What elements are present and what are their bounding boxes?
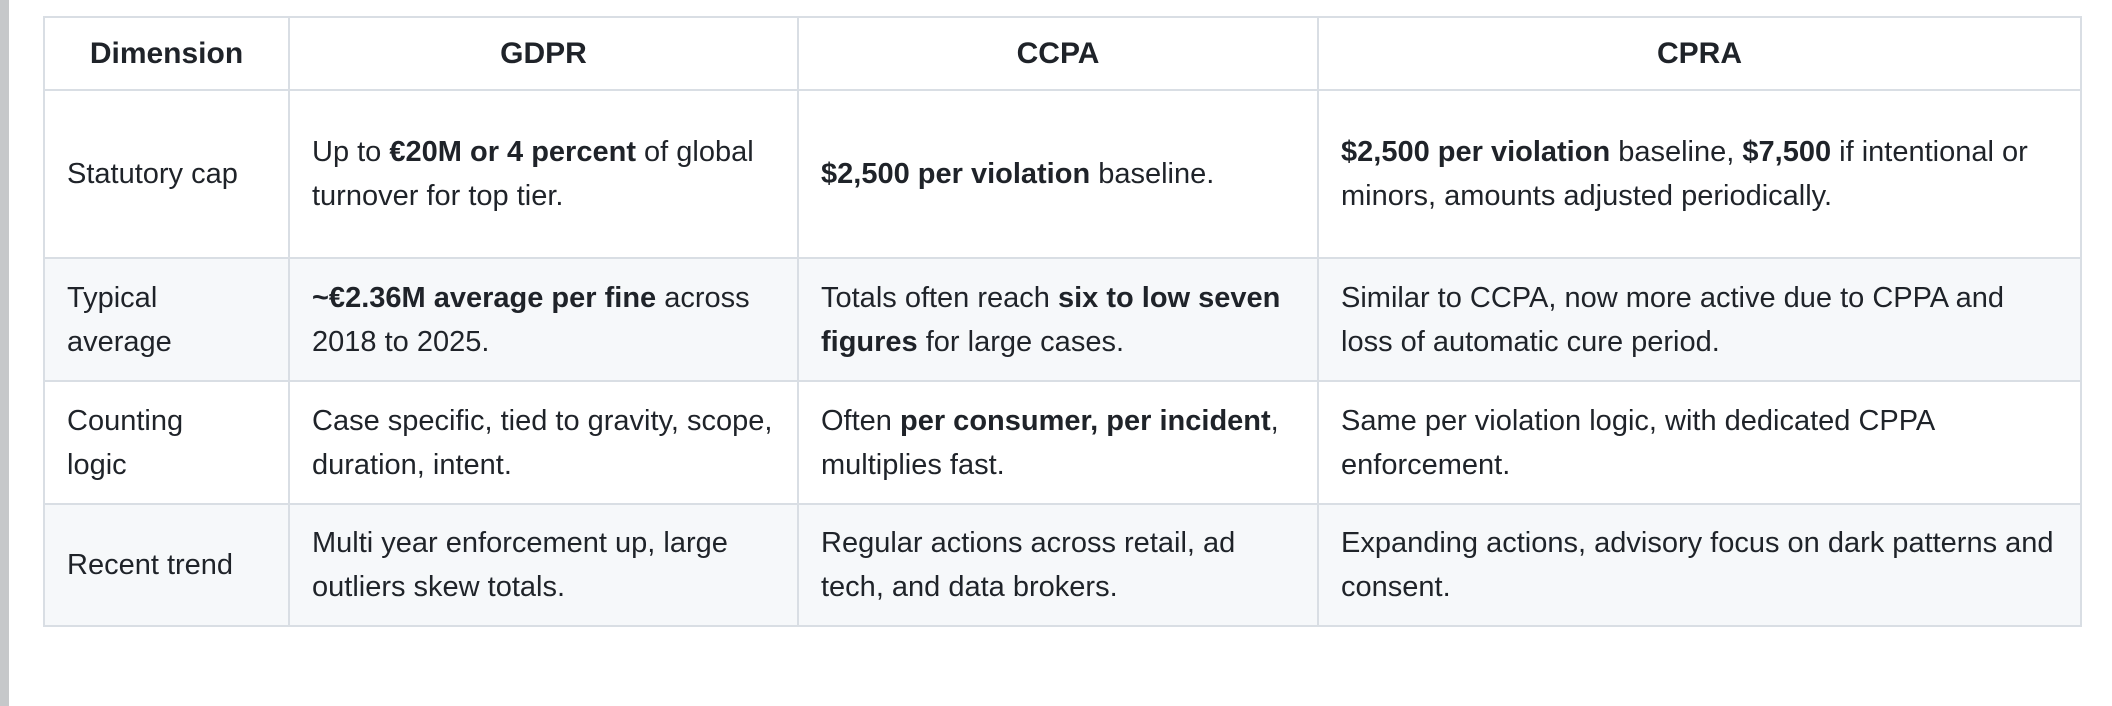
bold-text-span: per consumer, per incident xyxy=(900,404,1271,437)
text-span: Expanding actions, advisory focus on dar… xyxy=(1341,527,2054,603)
table-cell: Up to €20M or 4 percent of global turnov… xyxy=(288,89,799,259)
row-label: Counting logic xyxy=(67,404,184,481)
column-header-gdpr: GDPR xyxy=(288,16,799,91)
row-label: Typical average xyxy=(67,281,172,358)
table-cell: Case specific, tied to gravity, scope, d… xyxy=(288,380,799,505)
text-span: Same per violation logic, with dedicated… xyxy=(1341,404,1934,481)
text-span: Regular actions across retail, ad tech, … xyxy=(821,527,1236,603)
row-label-cell: Typical average xyxy=(43,257,290,382)
row-label-cell: Statutory cap xyxy=(43,89,290,259)
text-span: Similar to CCPA, now more active due to … xyxy=(1341,281,2004,358)
table-cell: ~€2.36M average per fine across 2018 to … xyxy=(288,257,799,382)
table-cell: Often per consumer, per incident, multip… xyxy=(797,380,1319,505)
row-label: Statutory cap xyxy=(67,158,238,190)
text-span: , multiplies fast. xyxy=(821,404,1279,481)
text-span: Up to xyxy=(312,136,390,168)
text-span: Multi year enforcement up, large outlier… xyxy=(312,527,728,603)
table-cell: Regular actions across retail, ad tech, … xyxy=(797,503,1319,627)
bold-text-span: ~€2.36M average per fine xyxy=(312,281,657,314)
text-span: baseline, xyxy=(1610,136,1743,168)
text-span: if intentional or minors, amounts adjust… xyxy=(1341,136,2028,212)
bold-text-span: $2,500 per violation xyxy=(1341,136,1611,168)
row-label-cell: Counting logic xyxy=(43,380,290,505)
text-span: Often xyxy=(821,404,900,437)
table-row: Counting logic Case specific, tied to gra… xyxy=(43,380,2082,505)
text-span: of global turnover for top tier. xyxy=(312,136,754,212)
text-span: baseline. xyxy=(1090,158,1215,190)
table-row: Statutory cap Up to €20M or 4 percent of … xyxy=(43,89,2082,259)
table-cell: Expanding actions, advisory focus on dar… xyxy=(1317,503,2082,627)
row-label-cell: Recent trend xyxy=(43,503,290,627)
table-cell: Same per violation logic, with dedicated… xyxy=(1317,380,2082,505)
table-cell: $2,500 per violation baseline, $7,500 if… xyxy=(1317,89,2082,259)
bold-text-span: $2,500 per violation xyxy=(821,158,1091,190)
table-row: Recent trend Multi year enforcement up, l… xyxy=(43,503,2082,627)
bold-text-span: €20M or 4 percent xyxy=(389,136,636,168)
row-label: Recent trend xyxy=(67,549,234,581)
comparison-table-wrapper: Dimension GDPR CCPA CPRA Statutory cap Up… xyxy=(43,16,2082,627)
table-row: Typical average ~€2.36M average per fine … xyxy=(43,257,2082,382)
table-cell: $2,500 per violation baseline. xyxy=(797,89,1319,259)
regulation-comparison-table: Dimension GDPR CCPA CPRA Statutory cap Up… xyxy=(43,16,2082,627)
table-body: Statutory cap Up to €20M or 4 percent of … xyxy=(43,89,2082,627)
table-cell: Multi year enforcement up, large outlier… xyxy=(288,503,799,627)
column-header-ccpa: CCPA xyxy=(797,16,1319,91)
column-header-cpra: CPRA xyxy=(1317,16,2082,91)
scrollbar-track[interactable] xyxy=(0,0,9,706)
text-span: Totals often reach xyxy=(821,281,1058,314)
bold-text-span: $7,500 xyxy=(1742,136,1832,168)
text-span: across 2018 to 2025. xyxy=(312,281,750,358)
table-cell: Totals often reach six to low seven figu… xyxy=(797,257,1319,382)
column-header-dimension: Dimension xyxy=(43,16,290,91)
table-cell: Similar to CCPA, now more active due to … xyxy=(1317,257,2082,382)
header-row: Dimension GDPR CCPA CPRA xyxy=(43,16,2082,91)
text-span: for large cases. xyxy=(917,325,1125,358)
text-span: Case specific, tied to gravity, scope, d… xyxy=(312,404,773,481)
bold-text-span: six to low seven figures xyxy=(821,281,1281,358)
